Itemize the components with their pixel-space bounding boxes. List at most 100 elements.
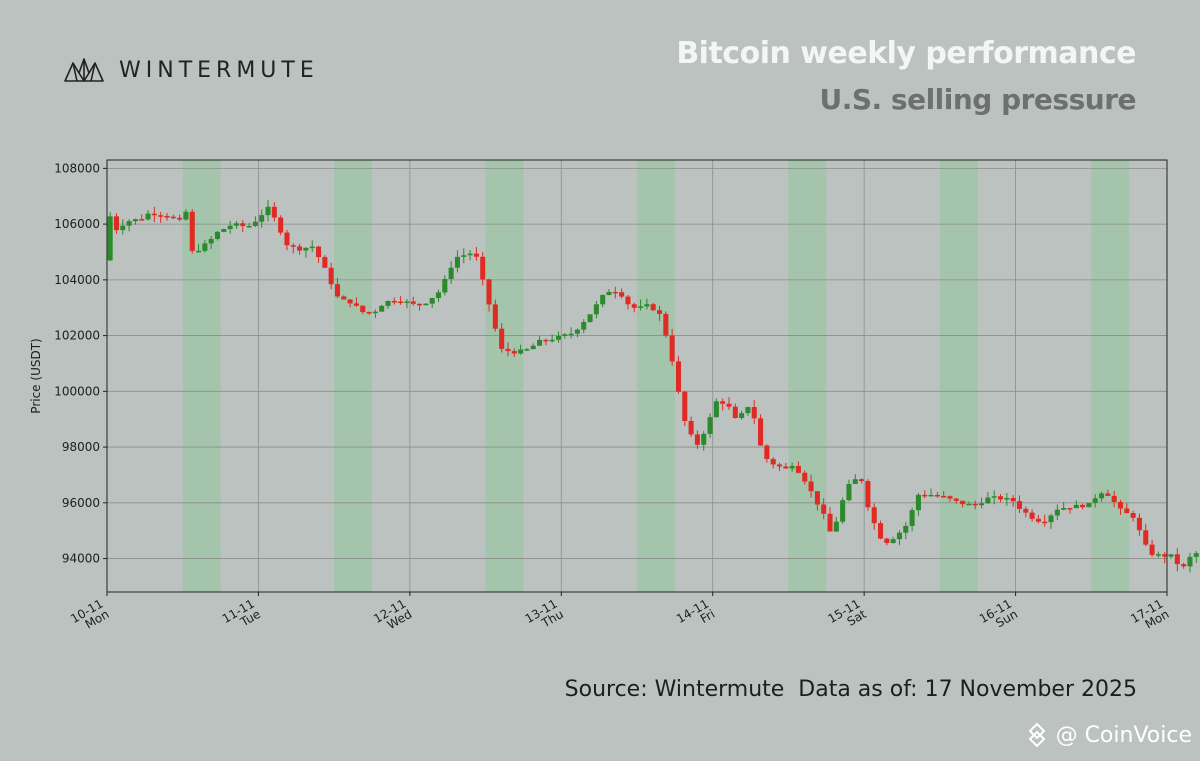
candle-down <box>278 217 284 233</box>
candle-down <box>347 299 353 304</box>
candle-down <box>783 466 789 469</box>
candle-down <box>511 351 517 354</box>
candle-up <box>1193 553 1199 557</box>
y-tick-label: 96000 <box>62 496 100 510</box>
candle-up <box>518 349 524 354</box>
x-tick-label: 10-11Mon <box>68 596 111 636</box>
candle-down <box>543 339 549 342</box>
candle-down <box>297 246 303 251</box>
candle-down <box>1117 502 1124 509</box>
candle-up <box>555 335 562 340</box>
candle-up <box>915 494 921 511</box>
candle-down <box>669 335 675 362</box>
candle-down <box>1042 521 1048 524</box>
candle-down <box>1023 508 1029 513</box>
x-tick-label: 12-11Wed <box>371 596 414 636</box>
brand-name: WINTERMUTE <box>119 57 319 83</box>
candle-down <box>688 420 694 435</box>
candle-down <box>492 304 498 329</box>
candle-down <box>1010 497 1016 502</box>
x-tick-label: 15-11Sat <box>825 596 868 636</box>
candle-down <box>353 303 359 306</box>
candle-up <box>120 225 126 231</box>
candle-up <box>581 322 587 330</box>
candle-down <box>1143 530 1149 545</box>
watermark-text: @ CoinVoice <box>1055 722 1192 748</box>
candle-up <box>909 510 915 526</box>
candle-down <box>1067 508 1073 510</box>
candle-up <box>587 314 593 323</box>
candle-down <box>751 407 757 419</box>
candle-up <box>461 255 467 257</box>
us-session-band <box>182 160 221 592</box>
candle-down <box>865 481 871 508</box>
us-session-band <box>637 160 675 592</box>
candle-up <box>593 304 599 315</box>
candle-down <box>1035 518 1041 522</box>
candle-down <box>732 406 738 418</box>
candle-down <box>770 458 776 465</box>
us-session-band <box>788 160 827 592</box>
candle-down <box>1130 513 1136 518</box>
candle-down <box>290 245 296 247</box>
candle-up <box>549 339 555 342</box>
x-tick-label: 16-11Sun <box>977 596 1020 636</box>
candle-down <box>1124 508 1130 514</box>
candle-up <box>644 304 650 307</box>
coinvoice-diamond-icon <box>1028 722 1045 748</box>
candle-down <box>505 348 511 352</box>
candle-up <box>1086 503 1092 508</box>
candle-up <box>435 292 442 299</box>
candle-down <box>366 312 372 314</box>
candle-up <box>846 483 852 501</box>
x-tick-label: 13-11Thu <box>523 596 566 636</box>
candle-up <box>707 417 713 434</box>
x-tick-label: 11-11Tue <box>220 596 263 636</box>
candle-down <box>612 291 618 294</box>
candle-up <box>404 301 410 303</box>
candle-down <box>878 523 884 539</box>
candle-up <box>214 231 221 239</box>
y-tick-label: 108000 <box>54 161 100 175</box>
candle-down <box>827 513 833 532</box>
us-session-band <box>939 160 978 592</box>
candle-down <box>328 267 334 285</box>
candle-down <box>417 303 423 306</box>
candle-down <box>682 391 688 421</box>
brand-logo: WINTERMUTE <box>63 55 319 85</box>
candle-down <box>1149 544 1155 555</box>
candle-up <box>303 247 309 251</box>
candle-up <box>524 349 530 351</box>
candle-down <box>177 217 183 220</box>
candle-up <box>701 433 707 445</box>
candle-up <box>1048 515 1054 523</box>
candle-down <box>170 216 176 219</box>
y-tick-label: 98000 <box>62 440 100 454</box>
candle-up <box>739 413 745 418</box>
candle-down <box>776 464 783 467</box>
candle-up <box>985 497 991 504</box>
candle-down <box>1105 493 1111 496</box>
candle-down <box>631 304 637 308</box>
candle-down <box>947 496 953 499</box>
candle-down <box>1174 554 1180 565</box>
candle-down <box>814 491 820 505</box>
candle-down <box>360 305 366 313</box>
candle-up <box>537 339 543 346</box>
candle-up <box>126 221 132 226</box>
candle-down <box>240 223 246 226</box>
candle-up <box>562 334 568 336</box>
candle-up <box>442 278 448 293</box>
candle-up <box>1004 497 1010 500</box>
candle-up <box>1155 554 1161 556</box>
candle-up <box>903 525 909 533</box>
candle-down <box>486 279 492 305</box>
candle-up <box>423 303 429 306</box>
candle-up <box>568 333 574 336</box>
us-session-band <box>1091 160 1130 592</box>
candle-down <box>1136 517 1142 531</box>
candle-up <box>530 345 536 350</box>
candle-down <box>1111 495 1117 503</box>
candle-down <box>972 503 978 506</box>
